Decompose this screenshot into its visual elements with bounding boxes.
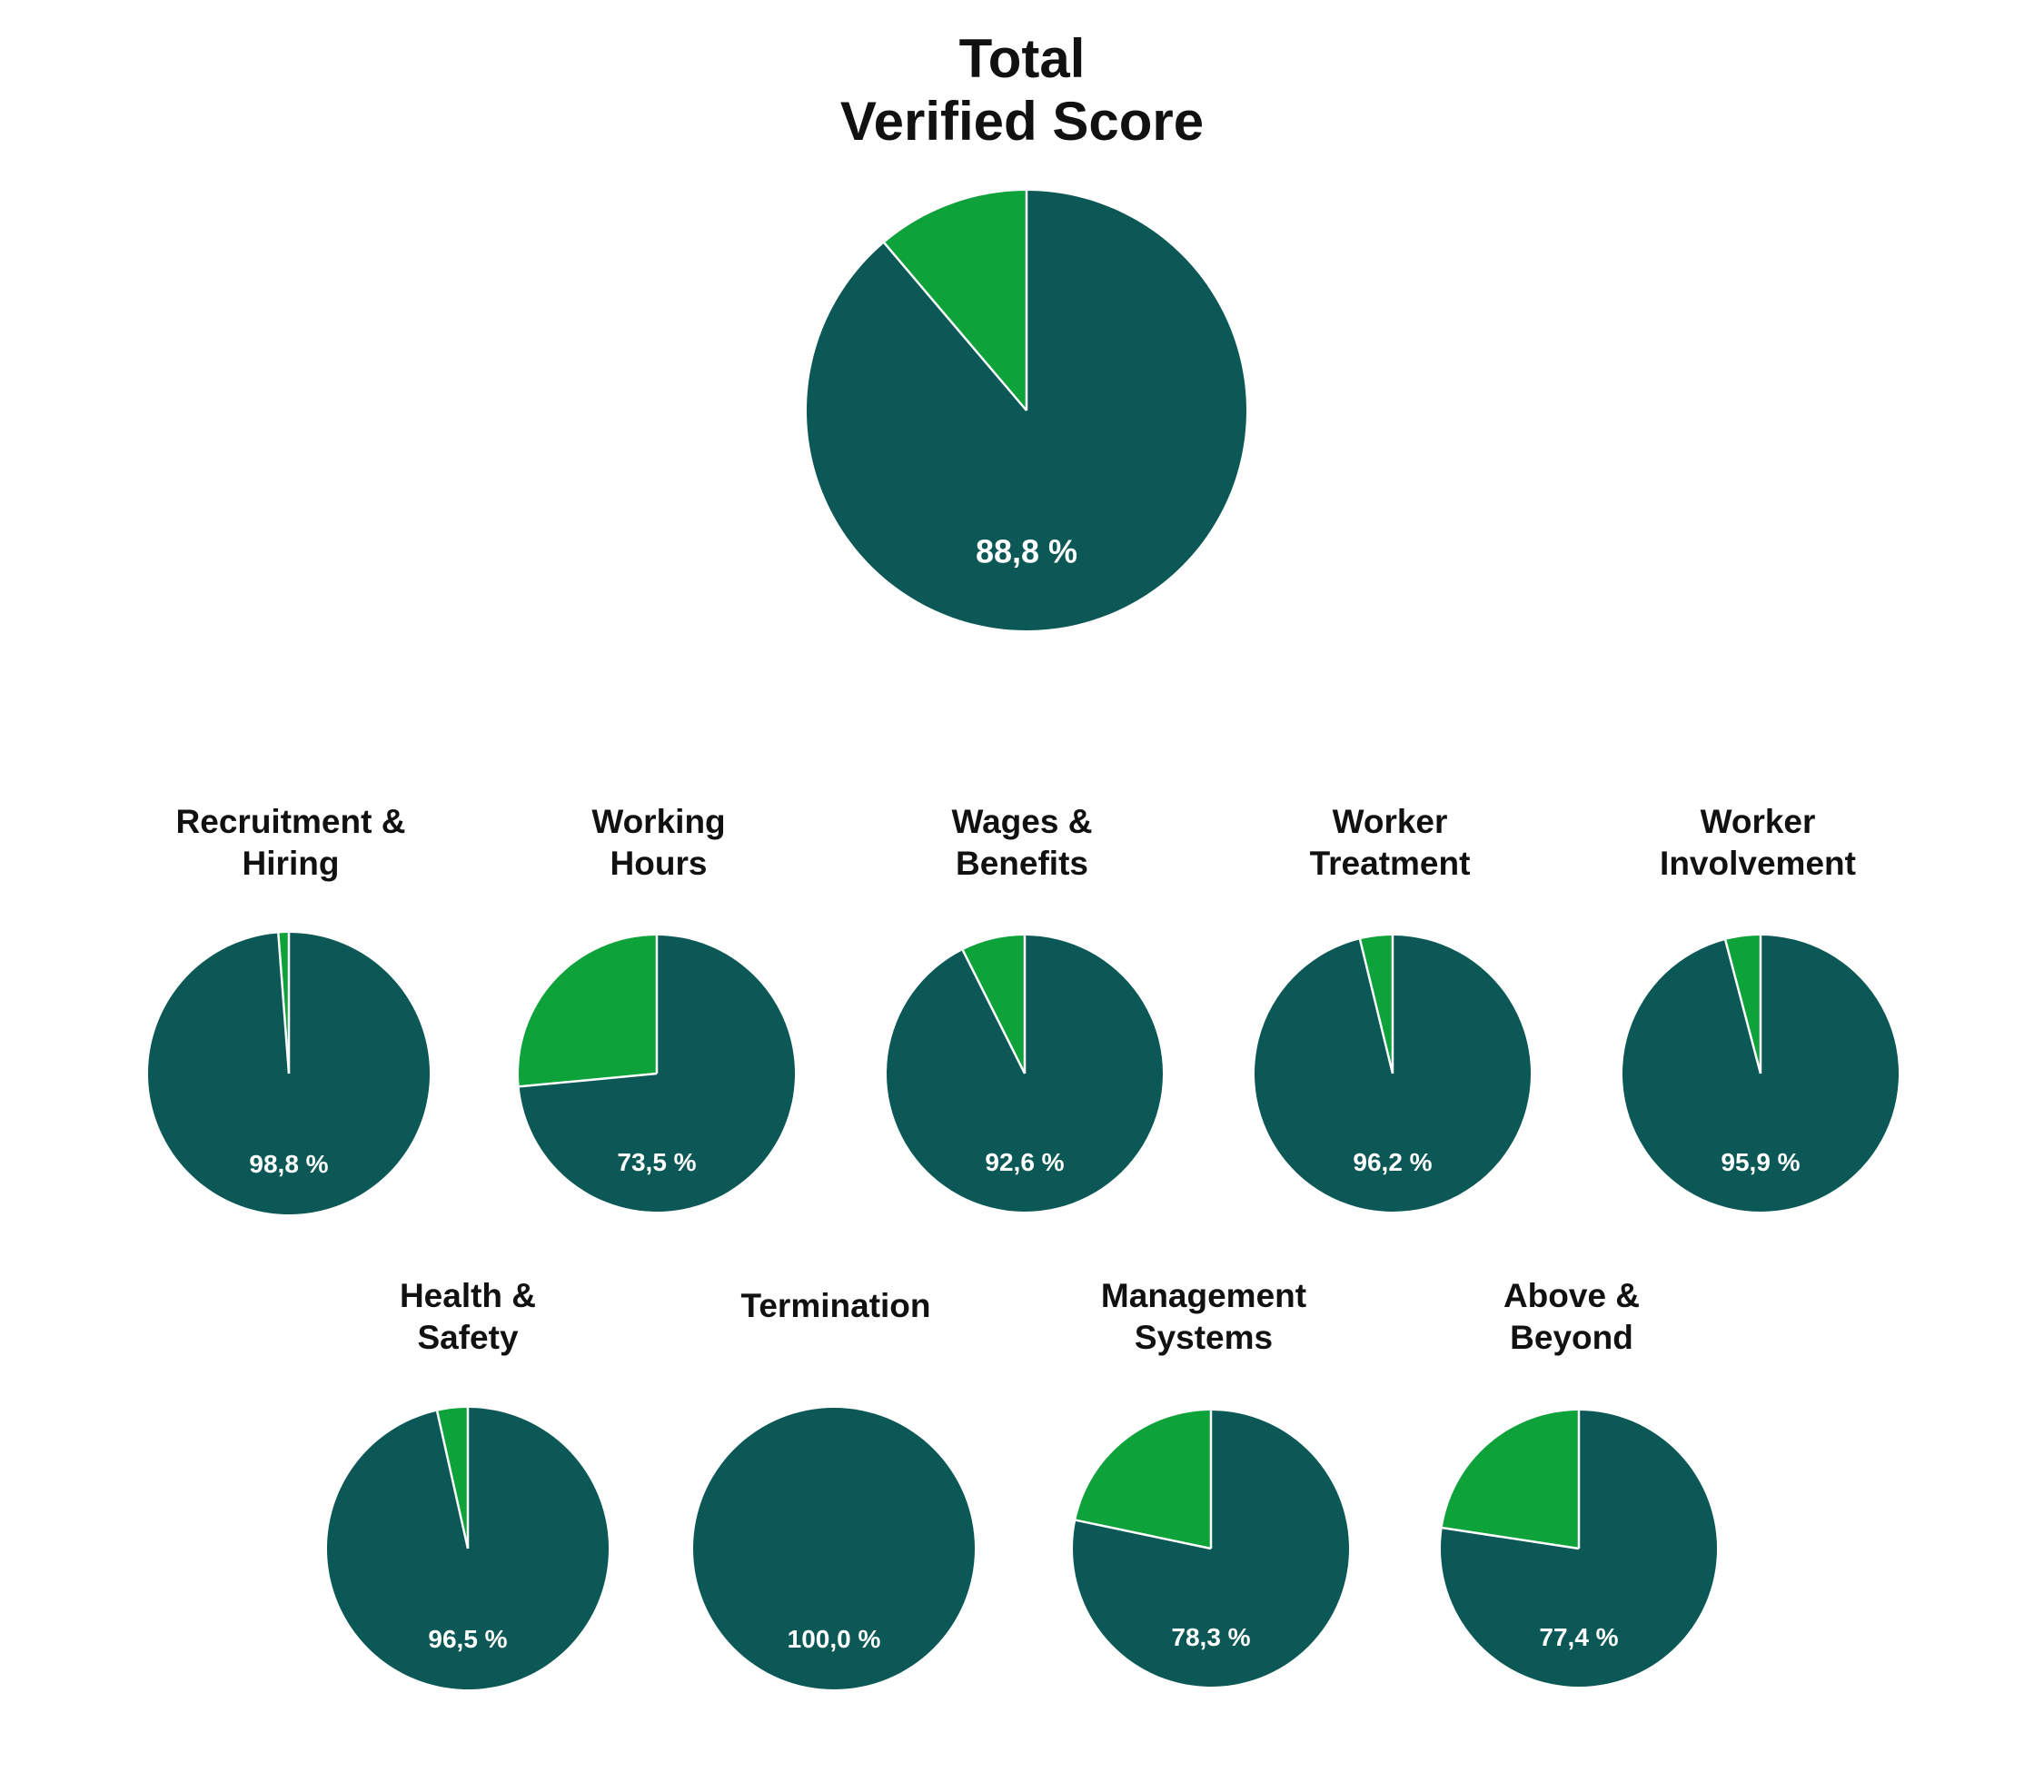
- title-line: Working: [591, 803, 726, 840]
- pie-title-management-systems: Management Systems: [1040, 1275, 1367, 1359]
- pie-title-above-beyond: Above & Beyond: [1408, 1275, 1735, 1359]
- pie-value-label: 88,8 %: [976, 532, 1077, 569]
- pie-title-health-safety: Health & Safety: [304, 1275, 631, 1359]
- pie-working-hours: 73,5 %: [519, 936, 795, 1212]
- slice-divider: [1358, 939, 1394, 1074]
- pie-title-termination: Termination: [672, 1285, 999, 1327]
- title-line: Worker: [1700, 803, 1816, 840]
- slice-divider: [1075, 1519, 1212, 1550]
- pie-above-beyond: 77,4 %: [1441, 1411, 1718, 1688]
- pie-slice-score: [807, 191, 1246, 631]
- pie-recruitment: 98,8 %: [148, 933, 431, 1214]
- title-line: Involvement: [1660, 845, 1856, 882]
- title-line: Total: [958, 28, 1086, 89]
- title-line: Systems: [1134, 1319, 1274, 1356]
- title-line: Health &: [399, 1277, 537, 1314]
- pie-value-label: 98,8 %: [249, 1150, 328, 1178]
- pie-slice-remainder: [1076, 1411, 1211, 1549]
- pie-slice-remainder: [962, 936, 1025, 1074]
- title-line: Worker: [1332, 803, 1448, 840]
- pie-value-label: 100,0 %: [788, 1625, 881, 1653]
- title-line: Termination: [740, 1287, 931, 1324]
- title-line: Above &: [1503, 1277, 1641, 1314]
- slice-divider: [277, 933, 291, 1074]
- pie-wages: 92,6 %: [886, 936, 1163, 1212]
- pie-value-label: 92,6 %: [985, 1148, 1064, 1176]
- pie-total: 88,8 %: [807, 191, 1246, 631]
- pie-worker-treatment: 96,2 %: [1255, 936, 1532, 1212]
- title-line: Benefits: [956, 845, 1088, 882]
- pie-value-label: 78,3 %: [1171, 1623, 1250, 1651]
- pie-value-label: 77,4 %: [1539, 1623, 1618, 1651]
- slice-divider: [961, 949, 1027, 1074]
- pie-slice-remainder: [884, 191, 1027, 411]
- pie-termination: 100,0 %: [693, 1408, 975, 1689]
- pie-slice-score: [693, 1408, 975, 1689]
- slice-divider: [435, 1411, 470, 1549]
- pie-value-label: 96,5 %: [428, 1625, 507, 1653]
- title-line: Beyond: [1510, 1319, 1633, 1356]
- pie-value-label: 95,9 %: [1721, 1148, 1800, 1176]
- pie-worker-involvement: 95,9 %: [1622, 936, 1900, 1213]
- title-line: Wages &: [951, 803, 1093, 840]
- title-line: Hiring: [242, 845, 340, 882]
- pie-health-safety: 96,5 %: [326, 1408, 609, 1689]
- pie-value-label: 96,2 %: [1353, 1148, 1432, 1176]
- pie-title-worker-involvement: Worker Involvement: [1594, 801, 1921, 885]
- title-line: Safety: [417, 1319, 519, 1356]
- total-score-title: Total Verified Score: [659, 27, 1385, 153]
- title-line: Recruitment &: [175, 803, 406, 840]
- pie-management-systems: 78,3 %: [1073, 1411, 1350, 1687]
- pie-slice-remainder: [1442, 1411, 1579, 1549]
- pie-title-wages: Wages & Benefits: [858, 801, 1186, 885]
- pie-title-working-hours: Working Hours: [495, 801, 822, 885]
- pie-title-worker-treatment: Worker Treatment: [1226, 801, 1553, 885]
- slice-divider: [883, 242, 1027, 411]
- pie-slice-remainder: [519, 936, 657, 1087]
- title-line: Treatment: [1309, 845, 1471, 882]
- slice-divider: [519, 1072, 658, 1088]
- pie-title-recruitment: Recruitment & Hiring: [127, 801, 454, 885]
- title-line: Hours: [610, 845, 708, 882]
- title-line: Verified Score: [839, 91, 1205, 152]
- pie-value-label: 73,5 %: [617, 1148, 696, 1176]
- slice-divider: [1724, 939, 1762, 1074]
- title-line: Management: [1100, 1277, 1307, 1314]
- slice-divider: [1442, 1526, 1580, 1550]
